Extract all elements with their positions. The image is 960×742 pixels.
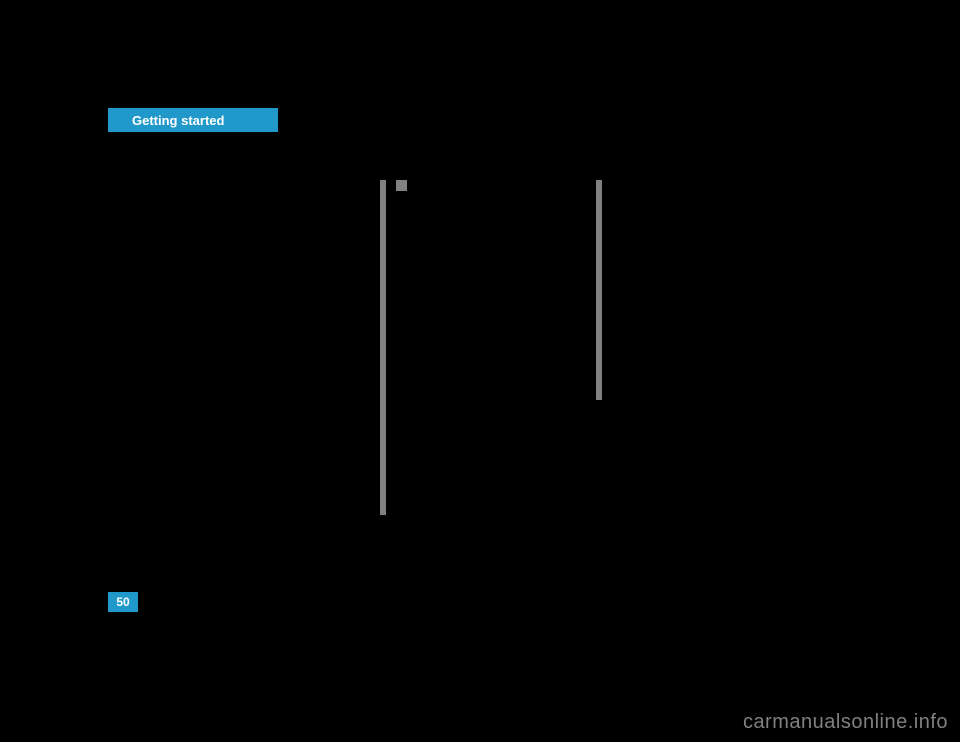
page-number-label: 50: [116, 595, 129, 609]
section-header-label: Getting started: [132, 113, 224, 128]
watermark-text: carmanualsonline.info: [743, 711, 948, 734]
section-header-tab: Getting started: [108, 108, 278, 132]
column-divider-2: [596, 180, 602, 400]
column-divider-1: [380, 180, 386, 515]
bullet-marker: [396, 180, 407, 191]
page-number-tab: 50: [108, 592, 138, 612]
watermark-label: carmanualsonline.info: [743, 711, 948, 733]
